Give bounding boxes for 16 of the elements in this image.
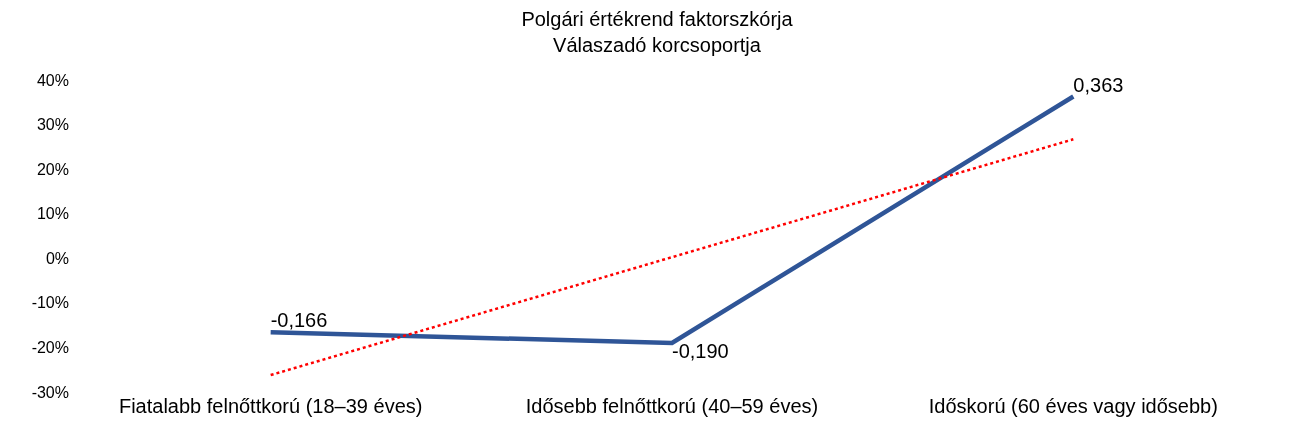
- x-tick-label: Fiatalabb felnőttkorú (18–39 éves): [118, 395, 423, 417]
- y-tick-label: -10%: [31, 294, 69, 312]
- y-tick-label: 30%: [36, 116, 69, 134]
- chart-subtitle: Válaszadó korcsoportja: [553, 33, 762, 56]
- y-tick-label: 0%: [45, 249, 69, 267]
- y-tick-label: 40%: [36, 71, 69, 89]
- data-label: -0,166: [270, 309, 328, 332]
- x-tick-label: Időskorú (60 éves vagy idősebb): [928, 395, 1218, 417]
- x-tick-label: Idősebb felnőttkorú (40–59 éves): [525, 395, 819, 417]
- y-tick-label: -30%: [31, 383, 69, 401]
- y-tick-label: 10%: [36, 205, 69, 223]
- data-label: 0,363: [1073, 73, 1124, 96]
- y-tick-label: -20%: [31, 339, 69, 357]
- y-tick-label: 20%: [36, 160, 69, 178]
- data-label: -0,190: [672, 339, 729, 362]
- chart-title: Polgári értékrend faktorszkórja: [521, 7, 794, 30]
